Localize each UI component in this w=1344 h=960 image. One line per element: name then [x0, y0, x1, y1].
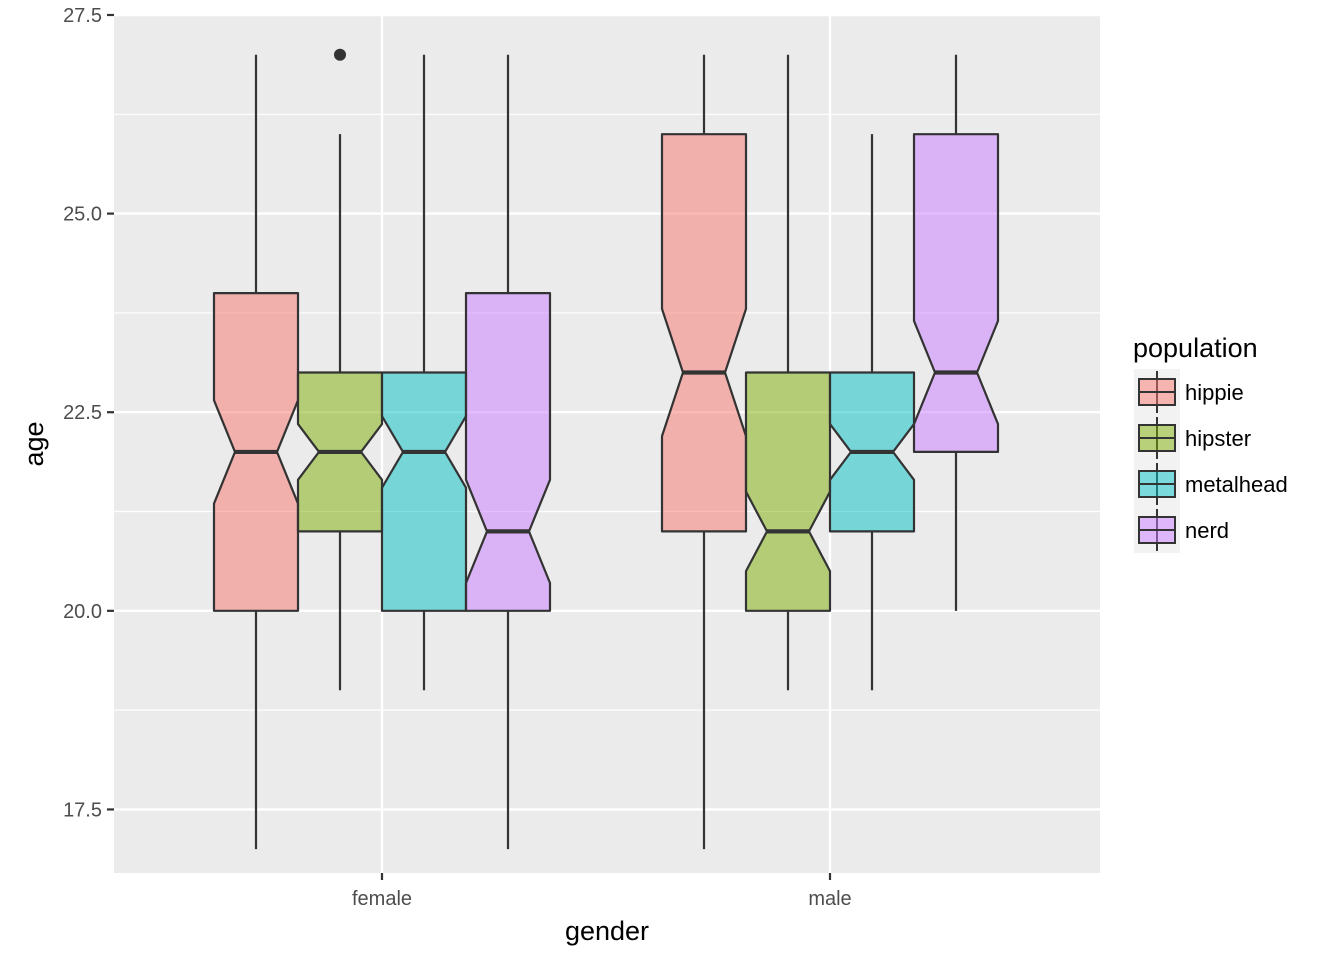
box-nerd-male [912, 54, 1000, 611]
legend-item-nerd: nerd [1134, 507, 1229, 553]
box-body [912, 133, 1000, 453]
legend-item-hipster: hipster [1134, 415, 1251, 461]
box-metalhead-male [828, 134, 916, 691]
outlier-point [334, 48, 346, 61]
y-tick-label: 22.5 [63, 402, 102, 424]
box-body [464, 292, 552, 612]
y-axis-title: age [19, 421, 49, 466]
y-axis: 17.5 20.0 22.5 25.0 27.5 [63, 5, 114, 821]
boxes [212, 48, 1000, 850]
box-body [660, 133, 748, 533]
box-hippie-male [660, 54, 748, 850]
y-tick-label: 17.5 [63, 799, 102, 821]
box-hippie-female [212, 54, 300, 850]
legend-label: hipster [1185, 426, 1251, 451]
y-tick-label: 25.0 [63, 204, 102, 226]
legend-label: metalhead [1185, 472, 1288, 497]
x-tick-label: female [352, 888, 412, 910]
x-axis: female male [352, 873, 852, 910]
x-axis-title: gender [565, 916, 649, 946]
box-hipster-female [296, 48, 384, 691]
x-tick-label: male [808, 888, 851, 910]
y-tick-label: 20.0 [63, 601, 102, 623]
legend-item-metalhead: metalhead [1134, 461, 1288, 507]
box-nerd-female [464, 54, 552, 850]
legend-label: hippie [1185, 380, 1244, 405]
box-hipster-male [744, 54, 832, 691]
legend-title: population [1133, 333, 1258, 363]
y-tick-label: 27.5 [63, 5, 102, 27]
box-body [380, 371, 468, 612]
legend-item-hippie: hippie [1134, 369, 1244, 415]
legend-label: nerd [1185, 518, 1229, 543]
box-body [744, 371, 832, 612]
legend: population hippie hipster metalhead nerd [1133, 333, 1288, 553]
